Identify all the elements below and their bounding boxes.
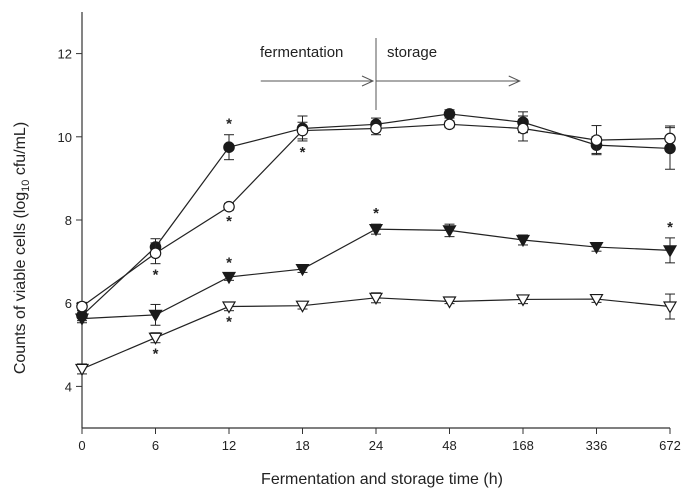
significance-marker: * — [373, 205, 379, 222]
data-point — [590, 134, 603, 146]
y-tick-label: 4 — [65, 379, 72, 394]
data-point — [368, 292, 384, 306]
significance-marker: * — [300, 144, 306, 161]
data-point — [223, 141, 235, 153]
x-tick-label: 168 — [512, 438, 534, 453]
data-point — [149, 247, 162, 260]
plot-area: * * * * * * * * * — [74, 108, 678, 377]
y-tick-label: 10 — [58, 130, 72, 145]
y-tick-label: 6 — [65, 296, 72, 311]
data-point — [370, 122, 382, 135]
y-axis-title-sub: 10 — [20, 180, 32, 192]
significance-marker: * — [226, 255, 232, 272]
data-point — [589, 293, 604, 307]
series-filled-triangle-down — [74, 223, 678, 326]
x-tick-label: 672 — [659, 438, 681, 453]
y-axis-title-main: Counts of viable cells (log — [12, 192, 29, 374]
phase-annotations: fermentation storage — [260, 38, 521, 110]
fermentation-label: fermentation — [260, 44, 343, 61]
series-open-triangle-down — [74, 292, 678, 377]
data-point — [223, 200, 235, 213]
x-tick-label: 0 — [78, 438, 85, 453]
data-point — [664, 132, 676, 145]
data-point — [443, 118, 456, 131]
data-point — [515, 234, 531, 248]
data-point — [589, 241, 604, 255]
data-point — [662, 301, 678, 314]
data-point — [368, 224, 384, 237]
significance-marker: * — [153, 346, 159, 363]
data-point — [517, 122, 529, 135]
x-tick-label: 336 — [586, 438, 608, 453]
data-point — [74, 363, 90, 377]
x-tick-label: 12 — [222, 438, 236, 453]
x-tick-label: 18 — [295, 438, 309, 453]
data-point — [515, 294, 531, 307]
data-point — [442, 296, 457, 309]
axes: 4 6 8 10 12 0 6 12 18 24 48 168 336 672 — [58, 12, 681, 453]
y-tick-label: 8 — [65, 213, 72, 228]
y-tick-label: 12 — [58, 47, 72, 62]
series-line — [81, 297, 671, 370]
y-axis-title: Counts of viable cells (log10 cfu/mL) — [12, 122, 32, 374]
fermentation-arrow-head — [361, 75, 375, 87]
significance-marker: * — [667, 219, 673, 236]
data-point — [442, 225, 457, 238]
significance-marker: * — [153, 267, 159, 284]
data-point — [443, 108, 456, 120]
x-tick-label: 48 — [442, 438, 456, 453]
x-tick-label: 24 — [369, 438, 383, 453]
data-point — [148, 309, 163, 323]
storage-arrow-head — [508, 75, 521, 87]
significance-marker: * — [226, 116, 232, 133]
storage-label: storage — [387, 44, 437, 61]
data-point — [148, 332, 163, 345]
data-point — [296, 124, 309, 137]
data-point — [295, 263, 310, 277]
data-point — [662, 245, 678, 258]
data-point — [76, 300, 88, 313]
series-open-circle — [76, 115, 676, 313]
data-point — [295, 300, 310, 313]
series-line — [81, 228, 671, 320]
data-point — [221, 271, 237, 285]
significance-marker: * — [226, 314, 232, 331]
y-axis-title-end: cfu/mL) — [12, 122, 29, 180]
x-axis-title: Fermentation and storage time (h) — [261, 471, 503, 488]
x-tick-label: 6 — [152, 438, 159, 453]
data-point — [74, 313, 90, 326]
significance-marker: * — [226, 213, 232, 230]
data-point — [221, 301, 237, 314]
